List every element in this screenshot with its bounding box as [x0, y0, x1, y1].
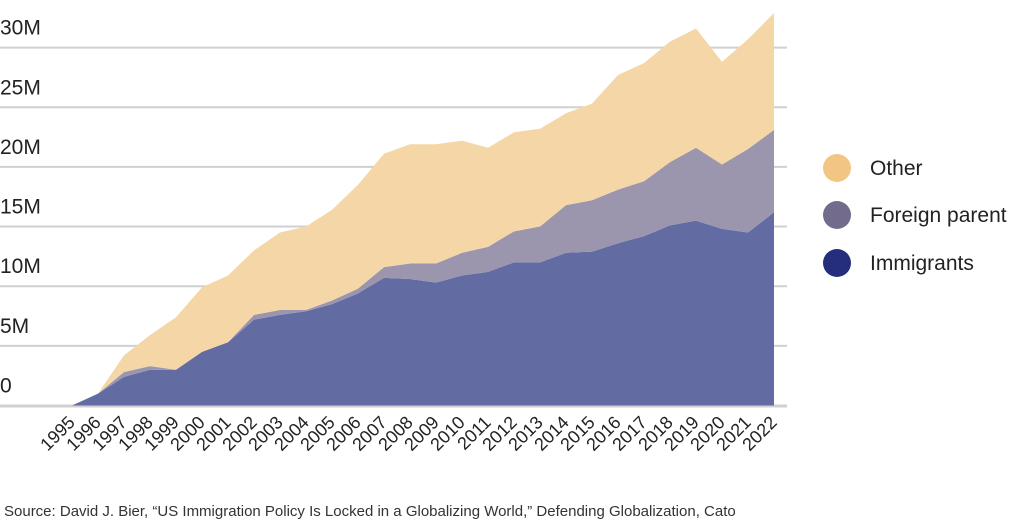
- y-tick-label: 20M: [0, 136, 41, 159]
- legend-item: Immigrants: [823, 249, 974, 277]
- area-other: [72, 13, 774, 406]
- legend-label: Other: [870, 157, 923, 180]
- legend-item: Other: [823, 154, 923, 182]
- legend-item: Foreign parent: [823, 201, 1007, 229]
- y-tick-label: 15M: [0, 196, 41, 219]
- area-immigrants: [72, 212, 774, 406]
- y-tick-label: 25M: [0, 76, 41, 99]
- legend-label: Foreign parent: [870, 204, 1007, 227]
- legend-swatch: [823, 154, 851, 182]
- y-tick-label: 0: [0, 375, 12, 398]
- y-tick-label: 10M: [0, 255, 41, 278]
- y-tick-label: 30M: [0, 17, 41, 40]
- area-foreign-parent: [72, 129, 774, 406]
- legend-swatch: [823, 249, 851, 277]
- legend-swatch: [823, 201, 851, 229]
- y-tick-label: 5M: [0, 315, 29, 338]
- legend-label: Immigrants: [870, 252, 974, 275]
